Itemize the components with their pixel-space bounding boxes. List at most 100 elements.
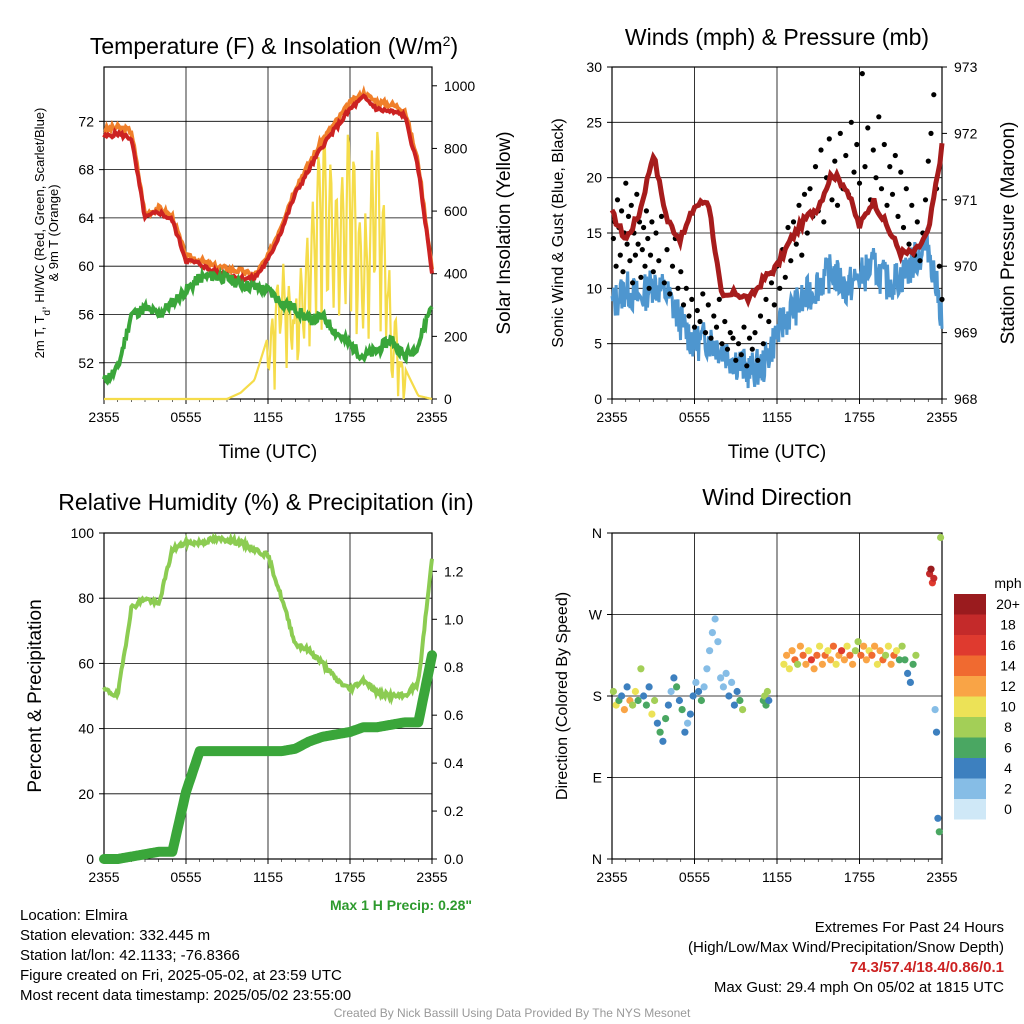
gust-point (818, 147, 824, 153)
gust-point (870, 147, 876, 153)
legend-label: 0 (1004, 801, 1012, 817)
direction-point (882, 651, 890, 659)
gust-point (843, 152, 849, 159)
direction-point (912, 651, 920, 659)
direction-point (937, 533, 945, 542)
direction-point (640, 692, 648, 700)
temp-9m-series-line (103, 85, 434, 280)
legend-label: 4 (1004, 760, 1012, 776)
gust-point (796, 202, 802, 208)
gust-point (939, 296, 945, 302)
gust-point (694, 307, 700, 314)
legend-label: 20+ (996, 596, 1020, 612)
direction-point (739, 706, 747, 714)
direction-point (659, 737, 667, 745)
direction-point (780, 660, 788, 668)
x-tick-label: 2355 (926, 869, 957, 885)
y2-tick-label: 200 (444, 328, 468, 344)
gust-point (689, 296, 695, 302)
direction-point (796, 642, 805, 650)
legend-label: 18 (1000, 617, 1016, 633)
gust-point (854, 141, 860, 148)
y2-tick-label: 0.4 (444, 755, 464, 771)
y2-tick-label: 0.8 (444, 659, 464, 675)
max-precip-label: Max 1 H Precip: 0.28" (329, 897, 472, 913)
direction-point (670, 674, 678, 682)
direction-point (651, 696, 659, 705)
gust-point (656, 258, 662, 264)
ylabel-subscript: d (42, 310, 53, 316)
gust-point (639, 247, 645, 253)
direction-point (843, 642, 851, 650)
gust-point (889, 191, 896, 197)
gust-point (722, 318, 728, 325)
y-tick-label: 64 (78, 210, 94, 226)
rh-series-line (102, 532, 434, 706)
direction-point (664, 701, 673, 709)
gust-point (623, 180, 629, 186)
y2-tick-label: 600 (444, 203, 468, 219)
direction-point (653, 719, 662, 727)
gust-point (873, 175, 879, 181)
legend-swatch (954, 799, 986, 820)
gust-point (782, 274, 788, 280)
direction-point (794, 660, 802, 668)
legend-swatch (954, 676, 986, 697)
pressure-series-line (609, 143, 945, 308)
gust-point (664, 247, 670, 253)
direction-point (700, 683, 708, 691)
x-tick-label: 1755 (334, 869, 365, 885)
direction-point (763, 687, 772, 696)
direction-point (618, 692, 626, 700)
legend-swatch (954, 758, 986, 779)
gust-point (884, 202, 890, 208)
direction-point (725, 692, 733, 700)
gust-point (925, 158, 931, 164)
gust-point (766, 318, 772, 325)
gust-point (755, 357, 761, 363)
gust-point (777, 285, 783, 291)
gust-point (760, 341, 766, 347)
y-tick-label: 80 (78, 590, 94, 606)
x-axis-label: Time (UTC) (219, 442, 318, 463)
y-tick-label: 60 (78, 258, 94, 274)
x-tick-label: 0555 (170, 409, 201, 425)
x-tick-label: 1155 (762, 409, 792, 425)
panel-dir (611, 532, 943, 864)
x-tick-label: 2355 (596, 409, 627, 425)
gust-point (768, 280, 775, 286)
legend-swatch (954, 717, 986, 738)
y2-axis-label: Solar Insolation (Yellow) (494, 131, 515, 334)
recent-text: Most recent data timestamp: 2025/05/02 2… (20, 987, 352, 1004)
gust-point (634, 191, 640, 197)
gust-point (653, 230, 659, 236)
gust-point (708, 335, 714, 341)
y2-tick-label: 800 (444, 140, 468, 156)
y-axis-label-line2: & 9m T (Orange) (46, 184, 61, 281)
direction-point (873, 660, 882, 668)
gust-point (788, 258, 794, 264)
y2-tick-label: 972 (954, 125, 978, 141)
direction-point (667, 687, 675, 696)
direction-point (895, 656, 904, 664)
y-axis-label: Direction (Colored By Speed) (554, 592, 571, 800)
direction-point (730, 701, 739, 709)
y-tick-label: 72 (78, 113, 94, 129)
direction-point (927, 565, 935, 573)
gust-point (724, 346, 731, 352)
direction-point (785, 665, 794, 673)
gust-point (613, 263, 619, 269)
extremes-title: Extremes For Past 24 Hours (814, 919, 1004, 936)
gust-point (643, 208, 650, 214)
direction-point (697, 696, 706, 705)
y-tick-label: 100 (71, 525, 95, 541)
direction-point (887, 660, 895, 668)
direction-point (675, 696, 684, 705)
solar-series-line (104, 131, 433, 401)
gust-point (661, 280, 667, 286)
extremes-info: Extremes For Past 24 Hours (High/Low/Max… (688, 918, 1004, 998)
gust-point (733, 357, 739, 363)
direction-point (662, 715, 670, 723)
dewpoint-series-line (102, 266, 434, 386)
direction-point (728, 678, 736, 687)
